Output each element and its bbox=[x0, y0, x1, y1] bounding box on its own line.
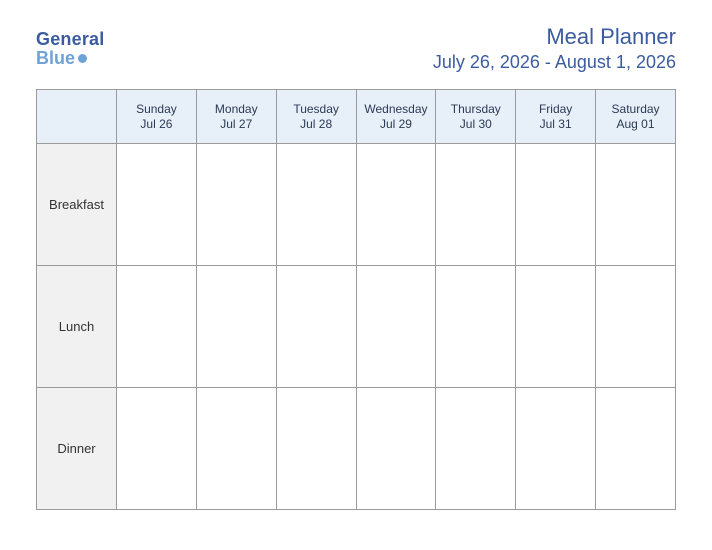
day-header: Wednesday Jul 29 bbox=[356, 90, 436, 144]
meal-cell[interactable] bbox=[276, 266, 356, 388]
meal-cell[interactable] bbox=[356, 266, 436, 388]
day-of-week: Monday bbox=[199, 102, 274, 117]
day-header: Saturday Aug 01 bbox=[596, 90, 676, 144]
day-of-week: Friday bbox=[518, 102, 593, 117]
date-range: July 26, 2026 - August 1, 2026 bbox=[433, 52, 676, 73]
day-date: Aug 01 bbox=[598, 117, 673, 132]
day-header: Thursday Jul 30 bbox=[436, 90, 516, 144]
corner-cell bbox=[37, 90, 117, 144]
table-row: Breakfast bbox=[37, 144, 676, 266]
day-date: Jul 29 bbox=[359, 117, 434, 132]
meal-cell[interactable] bbox=[436, 266, 516, 388]
meal-label: Breakfast bbox=[37, 144, 117, 266]
meal-label: Dinner bbox=[37, 388, 117, 510]
meal-cell[interactable] bbox=[516, 388, 596, 510]
header: General Blue Meal Planner July 26, 2026 … bbox=[36, 24, 676, 73]
day-of-week: Wednesday bbox=[359, 102, 434, 117]
day-date: Jul 27 bbox=[199, 117, 274, 132]
day-of-week: Sunday bbox=[119, 102, 194, 117]
meal-cell[interactable] bbox=[196, 144, 276, 266]
day-of-week: Tuesday bbox=[279, 102, 354, 117]
meal-cell[interactable] bbox=[117, 388, 197, 510]
logo-line2: Blue bbox=[36, 49, 75, 68]
meal-cell[interactable] bbox=[356, 388, 436, 510]
table-row: Lunch bbox=[37, 266, 676, 388]
logo: General Blue bbox=[36, 24, 104, 68]
day-of-week: Thursday bbox=[438, 102, 513, 117]
logo-line1: General bbox=[36, 30, 104, 49]
day-header: Tuesday Jul 28 bbox=[276, 90, 356, 144]
day-date: Jul 26 bbox=[119, 117, 194, 132]
meal-cell[interactable] bbox=[196, 266, 276, 388]
logo-dot-icon bbox=[78, 54, 87, 63]
day-date: Jul 28 bbox=[279, 117, 354, 132]
table-row: Dinner bbox=[37, 388, 676, 510]
meal-label: Lunch bbox=[37, 266, 117, 388]
meal-cell[interactable] bbox=[596, 144, 676, 266]
meal-cell[interactable] bbox=[276, 144, 356, 266]
page-title: Meal Planner bbox=[433, 24, 676, 50]
meal-cell[interactable] bbox=[196, 388, 276, 510]
day-date: Jul 31 bbox=[518, 117, 593, 132]
meal-cell[interactable] bbox=[516, 266, 596, 388]
day-date: Jul 30 bbox=[438, 117, 513, 132]
day-header: Sunday Jul 26 bbox=[117, 90, 197, 144]
meal-cell[interactable] bbox=[356, 144, 436, 266]
title-block: Meal Planner July 26, 2026 - August 1, 2… bbox=[433, 24, 676, 73]
meal-cell[interactable] bbox=[436, 388, 516, 510]
meal-cell[interactable] bbox=[596, 266, 676, 388]
meal-cell[interactable] bbox=[276, 388, 356, 510]
meal-cell[interactable] bbox=[117, 144, 197, 266]
meal-cell[interactable] bbox=[516, 144, 596, 266]
day-of-week: Saturday bbox=[598, 102, 673, 117]
meal-planner-table: Sunday Jul 26 Monday Jul 27 Tuesday Jul … bbox=[36, 89, 676, 510]
day-header: Monday Jul 27 bbox=[196, 90, 276, 144]
header-row: Sunday Jul 26 Monday Jul 27 Tuesday Jul … bbox=[37, 90, 676, 144]
meal-cell[interactable] bbox=[596, 388, 676, 510]
meal-cell[interactable] bbox=[436, 144, 516, 266]
day-header: Friday Jul 31 bbox=[516, 90, 596, 144]
meal-cell[interactable] bbox=[117, 266, 197, 388]
